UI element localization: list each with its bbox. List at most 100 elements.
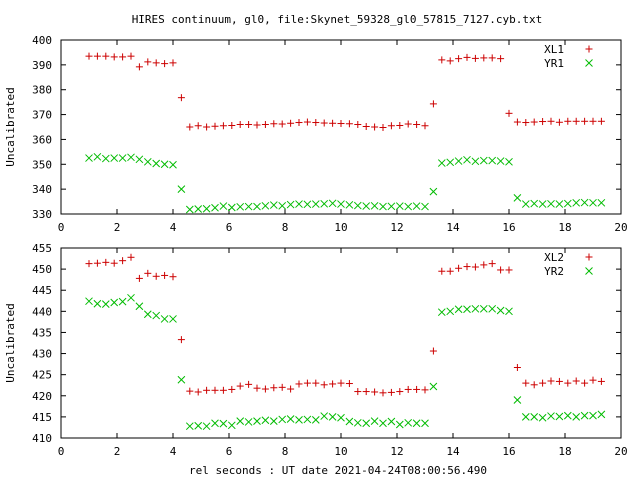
data-point (93, 259, 101, 267)
data-point (354, 388, 362, 396)
data-point (337, 200, 345, 208)
data-point (177, 94, 185, 102)
x-tick-label: 8 (282, 221, 289, 234)
plot-panel-top: 0 2 4 6 8 10 12 14 16 18 20 330 340 350 360 370 380 390 40… (4, 34, 628, 234)
data-point (597, 198, 606, 207)
data-point (236, 382, 244, 390)
data-point (564, 117, 572, 125)
data-point (471, 304, 480, 313)
data-point (413, 121, 421, 129)
data-point (379, 123, 387, 131)
data-point (110, 53, 118, 61)
legend-marker (585, 45, 593, 53)
data-point (396, 122, 404, 130)
data-point (547, 199, 555, 208)
data-point (413, 385, 421, 393)
data-point (455, 55, 463, 63)
plot-frame (60, 247, 622, 439)
data-point (371, 388, 379, 396)
data-point (311, 415, 320, 424)
data-point (93, 299, 102, 308)
data-point (287, 385, 295, 393)
data-point (345, 417, 354, 426)
data-point (261, 121, 269, 129)
data-point (563, 411, 572, 420)
legend-label: XL2 (544, 251, 564, 264)
data-point (547, 412, 555, 420)
data-point (463, 155, 471, 164)
data-point (362, 388, 370, 396)
data-point (329, 380, 337, 388)
data-point (177, 185, 186, 193)
legend-marker (585, 267, 593, 275)
data-point (270, 120, 278, 128)
data-point (135, 63, 143, 71)
y-tick-label: 420 (32, 390, 52, 403)
data-point (219, 122, 227, 130)
data-point (547, 117, 555, 125)
data-point (479, 156, 488, 165)
data-point (597, 377, 605, 385)
y-axis-label: Uncalibrated (4, 303, 17, 382)
data-point (513, 193, 522, 202)
data-point (337, 413, 345, 422)
data-point (353, 418, 362, 427)
data-point (169, 59, 177, 67)
data-point (530, 118, 538, 126)
data-point (572, 377, 580, 385)
data-point (320, 119, 328, 127)
data-point (185, 422, 194, 431)
x-tick-label: 12 (390, 221, 403, 234)
legend-label: YR2 (544, 265, 564, 278)
data-point (135, 274, 143, 282)
data-point (278, 383, 286, 391)
data-point (446, 307, 455, 316)
data-point (219, 386, 227, 394)
y-tick-label: 340 (32, 183, 52, 196)
data-point (505, 157, 513, 166)
data-point (278, 120, 286, 128)
data-point (219, 202, 228, 210)
data-point (219, 419, 228, 428)
x-tick-label: 12 (390, 445, 403, 458)
data-point (269, 417, 278, 425)
data-point (379, 419, 387, 428)
x-tick-label: 16 (502, 221, 515, 234)
data-point (119, 53, 127, 61)
data-point (110, 154, 119, 162)
data-point (446, 57, 454, 65)
x-tick-label: 0 (58, 221, 65, 234)
data-point (177, 336, 185, 344)
data-point (513, 363, 521, 371)
data-point (127, 253, 135, 261)
data-point (505, 109, 513, 117)
data-point (555, 412, 564, 421)
data-point (261, 201, 270, 210)
data-point (497, 55, 505, 63)
data-point (337, 120, 345, 128)
data-point (345, 380, 353, 388)
y-tick-label: 425 (32, 369, 52, 382)
data-point (236, 417, 245, 425)
chart-title: HIRES continuum, gl0, file:Skynet_59328_… (132, 13, 543, 26)
x-tick-label: 10 (334, 445, 347, 458)
legend-marker (585, 253, 593, 261)
data-point (328, 413, 337, 421)
data-point (496, 306, 505, 315)
data-point (589, 117, 597, 125)
data-point (160, 160, 169, 169)
data-point (144, 58, 152, 66)
data-point (412, 419, 421, 428)
data-point (387, 417, 396, 426)
data-point (101, 154, 110, 163)
data-point (521, 200, 530, 208)
data-point (295, 119, 303, 127)
data-point (110, 259, 118, 267)
y-tick-label: 360 (32, 133, 52, 146)
data-point (404, 120, 412, 128)
data-point (101, 300, 110, 309)
data-point (454, 305, 463, 314)
y-tick-label: 400 (32, 34, 52, 47)
y-tick-label: 415 (32, 411, 52, 424)
data-point (177, 375, 186, 384)
